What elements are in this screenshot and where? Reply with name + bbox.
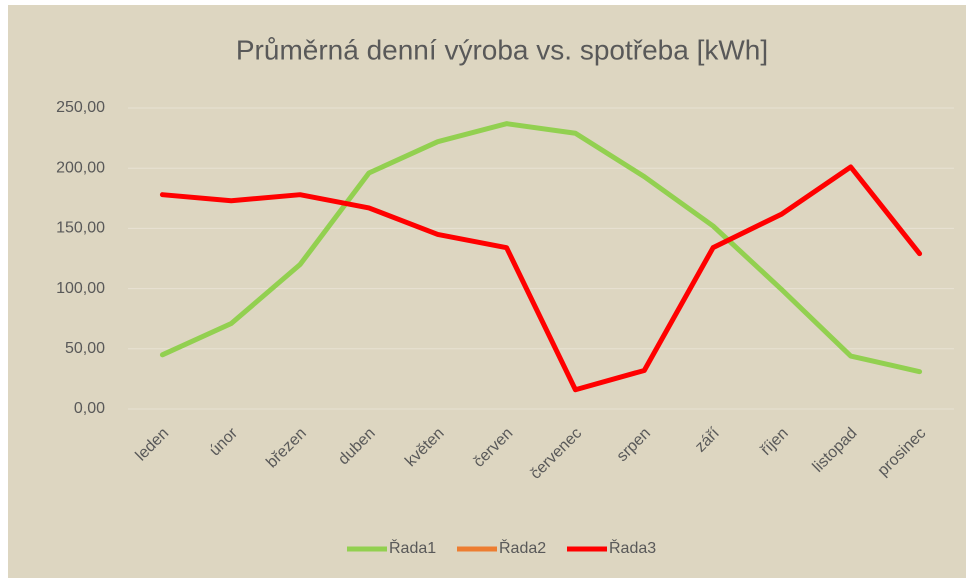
chart-background bbox=[8, 5, 966, 578]
y-tick-label: 50,00 bbox=[65, 340, 105, 357]
y-tick-label: 150,00 bbox=[56, 220, 105, 237]
y-tick-label: 200,00 bbox=[56, 159, 105, 176]
legend-label: Řada1 bbox=[389, 538, 436, 557]
y-tick-label: 250,00 bbox=[56, 99, 105, 116]
series-line bbox=[159, 164, 923, 393]
series-line bbox=[159, 121, 923, 375]
y-tick-label: 100,00 bbox=[56, 280, 105, 297]
chart-title: Průměrná denní výroba vs. spotřeba [kWh] bbox=[236, 34, 768, 65]
legend-label: Řada2 bbox=[499, 538, 546, 557]
legend-label: Řada3 bbox=[609, 538, 656, 557]
y-tick-label: 0,00 bbox=[74, 400, 105, 417]
